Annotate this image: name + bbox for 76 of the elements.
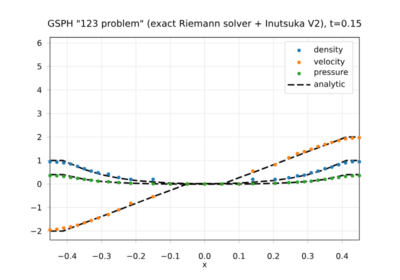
point xyxy=(309,179,313,183)
point xyxy=(96,171,100,174)
point xyxy=(48,228,52,232)
point xyxy=(82,221,86,225)
point xyxy=(251,182,255,186)
point xyxy=(316,178,320,182)
point xyxy=(129,182,132,186)
point xyxy=(350,174,354,178)
point xyxy=(82,178,86,182)
point xyxy=(273,182,277,186)
point xyxy=(344,174,348,178)
point xyxy=(117,180,120,184)
point xyxy=(55,174,59,178)
point xyxy=(48,160,52,164)
point xyxy=(323,167,327,170)
point xyxy=(358,136,362,140)
point xyxy=(96,179,100,183)
point xyxy=(129,202,132,206)
point xyxy=(316,169,320,173)
point xyxy=(309,171,313,174)
point xyxy=(323,178,327,182)
point xyxy=(323,142,327,146)
point xyxy=(251,169,255,173)
point xyxy=(302,150,306,154)
point xyxy=(48,174,52,178)
point xyxy=(62,174,66,178)
point xyxy=(302,180,306,184)
point xyxy=(287,176,291,180)
point xyxy=(76,164,80,168)
point xyxy=(117,208,120,212)
point xyxy=(344,161,348,165)
point xyxy=(287,156,291,160)
point xyxy=(68,176,72,180)
point xyxy=(106,180,110,184)
point xyxy=(90,169,93,173)
point xyxy=(106,212,110,216)
point xyxy=(62,161,66,165)
point xyxy=(330,165,334,169)
point xyxy=(76,223,80,227)
point xyxy=(273,178,277,182)
point xyxy=(287,180,291,184)
point xyxy=(358,160,362,164)
point xyxy=(273,163,277,166)
point xyxy=(76,176,80,180)
point xyxy=(251,178,255,182)
point xyxy=(68,162,72,166)
point xyxy=(330,140,334,144)
chart-title: GSPH "123 problem" (exact Riemann solver + Inutsuka V2), t=0.15 xyxy=(48,20,362,29)
point xyxy=(90,218,93,222)
point xyxy=(68,225,72,229)
point xyxy=(296,180,300,184)
point xyxy=(62,226,66,230)
point xyxy=(350,160,354,164)
point xyxy=(302,173,306,177)
point xyxy=(309,148,313,151)
point xyxy=(151,182,155,186)
point xyxy=(296,174,300,178)
point xyxy=(106,172,110,176)
point xyxy=(336,176,340,180)
point xyxy=(336,138,340,142)
point xyxy=(151,178,155,182)
point xyxy=(82,167,86,170)
point xyxy=(336,163,340,166)
point xyxy=(330,176,334,180)
point xyxy=(55,160,59,164)
point xyxy=(358,174,362,178)
point xyxy=(55,227,59,231)
point xyxy=(129,178,132,182)
point xyxy=(90,178,93,182)
point xyxy=(344,137,348,141)
point xyxy=(296,152,300,156)
point xyxy=(117,176,120,180)
point xyxy=(151,195,155,198)
point xyxy=(316,144,320,148)
point xyxy=(350,136,354,140)
point xyxy=(96,216,100,220)
